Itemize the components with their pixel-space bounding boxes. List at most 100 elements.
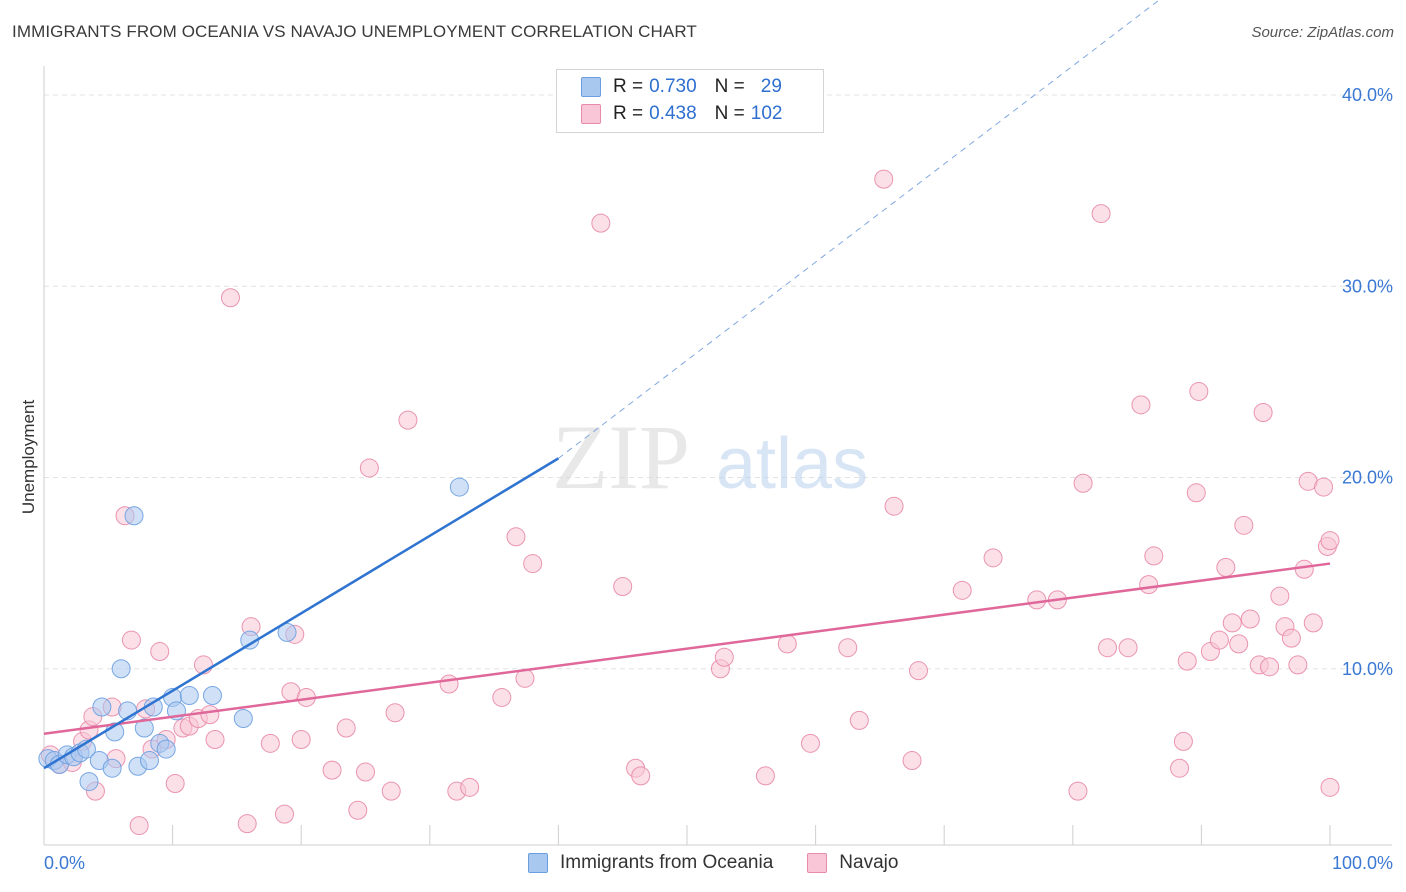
navajo-point: [1139, 575, 1159, 595]
navajo-point: [1091, 204, 1111, 224]
navajo-point: [1281, 628, 1301, 648]
navajo-point: [838, 638, 858, 658]
y-tick-label: 30.0%: [1342, 276, 1393, 296]
navajo-point: [1118, 638, 1138, 658]
watermark-atlas: atlas: [716, 424, 868, 504]
legend-item-oceania[interactable]: Immigrants from Oceania: [528, 852, 773, 874]
navajo-point: [1186, 483, 1206, 503]
navajo-point: [1189, 381, 1209, 401]
navajo-point: [1288, 655, 1308, 675]
oceania-point: [202, 686, 222, 706]
navajo-point: [220, 288, 240, 308]
navajo-point: [1073, 473, 1093, 493]
watermark: ZIP atlas: [552, 406, 868, 508]
navajo-point: [1260, 657, 1280, 677]
navajo-point: [1320, 777, 1340, 797]
navajo-point: [884, 496, 904, 516]
navajo-point: [874, 169, 894, 189]
oceania-point: [233, 708, 253, 728]
navajo-point: [274, 804, 294, 824]
legend-row-navajo: R = 0.438 N = 102: [581, 102, 782, 126]
legend-n-value: 102: [750, 103, 783, 124]
navajo-point: [1294, 559, 1314, 579]
legend-r-label: R =: [613, 76, 644, 97]
navajo-point: [1173, 731, 1193, 751]
navajo-point: [902, 751, 922, 771]
oceania-point: [179, 686, 199, 706]
navajo-point: [908, 661, 928, 681]
navajo-point: [1229, 634, 1249, 654]
oceania-point: [139, 751, 159, 771]
navajo-point: [121, 630, 141, 650]
x-tick-label: 0.0%: [44, 853, 85, 873]
chart-title: IMMIGRANTS FROM OCEANIA VS NAVAJO UNEMPL…: [12, 22, 697, 41]
legend-item-navajo[interactable]: Navajo: [807, 852, 898, 874]
navajo-point: [336, 718, 356, 738]
navajo-point: [1098, 638, 1118, 658]
navajo-point: [1216, 557, 1236, 577]
navajo-point: [381, 781, 401, 801]
legend-swatch-navajo: [581, 104, 601, 124]
legend-n-value: 29: [760, 76, 782, 97]
navajo-point: [1170, 758, 1190, 778]
navajo-point: [385, 703, 405, 723]
navajo-point: [1177, 651, 1197, 671]
navajo-point: [849, 710, 869, 730]
navajo-point: [260, 733, 280, 753]
navajo-point: [322, 760, 342, 780]
navajo-point: [348, 800, 368, 820]
oceania-point: [134, 718, 154, 738]
navajo-point: [439, 674, 459, 694]
oceania-point: [102, 758, 122, 778]
oceania-point: [449, 477, 469, 497]
oceania-point: [111, 659, 131, 679]
navajo-point: [129, 816, 149, 836]
y-tick-label: 10.0%: [1342, 659, 1393, 679]
navajo-point: [800, 733, 820, 753]
y-tick-label: 20.0%: [1342, 468, 1393, 488]
navajo-point: [1027, 590, 1047, 610]
navajo-point: [205, 730, 225, 750]
navajo-point: [523, 554, 543, 574]
oceania-trend-line: [43, 457, 560, 770]
y-tick-label: 40.0%: [1342, 85, 1393, 105]
navajo-point: [1131, 395, 1151, 415]
legend-r-value: 0.438: [649, 103, 697, 124]
series-legend: Immigrants from Oceania Navajo: [528, 852, 932, 874]
navajo-point: [1144, 546, 1164, 566]
x-tick-label: 100.0%: [1332, 853, 1393, 873]
legend-r-label: R =: [613, 103, 644, 124]
navajo-point: [492, 687, 512, 707]
oceania-point: [277, 622, 297, 642]
correlation-legend: R = 0.730 N = 29 R = 0.438 N = 102: [556, 69, 824, 133]
navajo-point: [165, 774, 185, 793]
oceania-trend-extension: [558, 0, 1160, 459]
navajo-point: [1320, 531, 1340, 551]
legend-label-navajo: Navajo: [839, 852, 899, 873]
navajo-point: [460, 777, 480, 797]
navajo-point: [200, 705, 220, 725]
navajo-point: [983, 548, 1003, 568]
navajo-point: [506, 527, 526, 547]
oceania-point: [156, 739, 176, 759]
legend-swatch-oceania: [581, 77, 601, 97]
navajo-point: [359, 458, 379, 478]
source-label: Source: ZipAtlas.com: [1251, 24, 1394, 41]
legend-label-oceania: Immigrants from Oceania: [560, 852, 774, 873]
legend-swatch-navajo: [807, 853, 828, 873]
trend-lines: [43, 0, 1331, 770]
oceania-point: [79, 772, 99, 792]
legend-swatch-oceania: [528, 853, 548, 873]
navajo-point: [1209, 630, 1229, 650]
y-tick-labels: 10.0% 20.0% 30.0% 40.0%: [1342, 85, 1393, 679]
navajo-point: [1303, 613, 1323, 633]
navajo-point: [1314, 477, 1334, 497]
navajo-point: [1270, 586, 1290, 606]
navajo-point: [398, 410, 418, 430]
legend-r-value: 0.730: [649, 76, 697, 97]
navajo-point: [291, 730, 311, 750]
navajo-point: [613, 577, 633, 597]
legend-row-oceania: R = 0.730 N = 29: [581, 75, 782, 99]
legend-n-label: N =: [714, 103, 745, 124]
